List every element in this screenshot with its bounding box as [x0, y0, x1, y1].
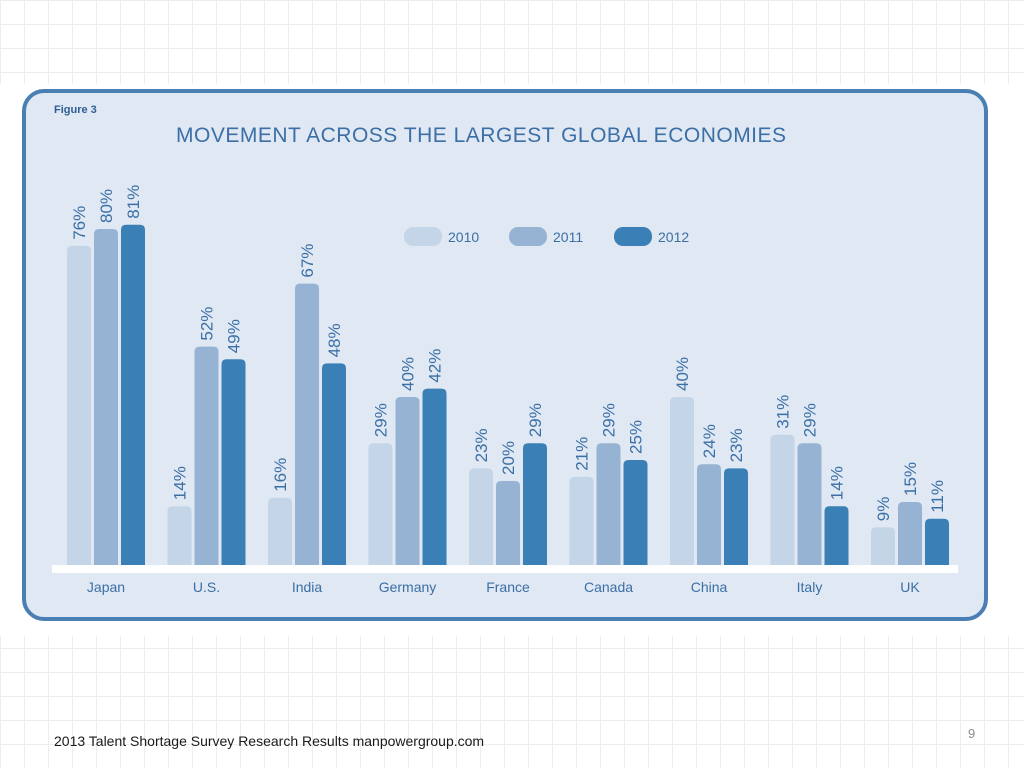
bar-china-2010 — [670, 397, 694, 565]
value-label: 48% — [325, 323, 344, 357]
value-label: 15% — [901, 462, 920, 496]
bars-group — [67, 224, 949, 566]
bar-japan-2011 — [94, 229, 118, 565]
value-label: 80% — [97, 189, 116, 223]
bar-china-2012 — [724, 468, 748, 565]
bar-uk-2012 — [925, 518, 949, 565]
bar-japan-2012 — [121, 224, 145, 566]
legend-swatch-2010 — [404, 227, 442, 246]
value-label: 9% — [874, 497, 893, 522]
bar-france-2012 — [523, 443, 547, 565]
value-label: 67% — [298, 244, 317, 278]
value-labels-group: 76% 80% 81% 14% 52% 49% 16% 67% 48% 29% 40% 42% 23% 2… — [70, 185, 947, 521]
bar-india-2011 — [295, 283, 319, 565]
value-label: 29% — [801, 403, 820, 437]
category-label: Germany — [379, 579, 437, 595]
value-label: 16% — [271, 458, 290, 492]
bar-france-2011 — [496, 481, 520, 565]
bar-china-2011 — [697, 464, 721, 565]
value-label: 14% — [171, 466, 190, 500]
legend-label-2010: 2010 — [448, 229, 479, 245]
category-label: Italy — [797, 579, 823, 595]
bar-germany-2012 — [422, 388, 447, 565]
value-label: 23% — [472, 428, 491, 462]
page-number: 9 — [968, 726, 976, 741]
category-label: U.S. — [193, 579, 220, 595]
value-label: 42% — [426, 349, 445, 383]
value-label: 76% — [70, 206, 89, 240]
bar-italy-2012 — [824, 506, 849, 565]
legend-label-2012: 2012 — [658, 229, 689, 245]
bar-germany-2011 — [395, 397, 420, 565]
legend: 2010 2011 2012 — [404, 227, 689, 246]
value-label: 14% — [828, 466, 847, 500]
value-label: 29% — [526, 403, 545, 437]
figure-label: Figure 3 — [54, 104, 97, 116]
bar-india-2010 — [268, 497, 292, 565]
legend-label-2011: 2011 — [553, 229, 583, 245]
baseline-strip — [52, 565, 958, 573]
value-label: 20% — [499, 441, 518, 475]
category-label: India — [292, 579, 323, 595]
value-label: 40% — [399, 357, 418, 391]
value-label: 29% — [372, 403, 391, 437]
bar-us-2011 — [194, 346, 219, 565]
category-label: France — [486, 579, 530, 595]
bar-uk-2011 — [898, 502, 922, 565]
bar-us-2012 — [221, 359, 246, 565]
value-label: 29% — [600, 403, 619, 437]
category-labels-group: Japan U.S. India Germany France Canada China It… — [87, 579, 920, 595]
footer-source: 2013 Talent Shortage Survey Research Res… — [54, 733, 485, 749]
chart-title: MOVEMENT ACROSS THE LARGEST GLOBAL ECONO… — [176, 124, 787, 147]
legend-swatch-2012 — [614, 227, 652, 246]
value-label: 52% — [198, 307, 217, 341]
value-label: 21% — [573, 437, 592, 471]
category-label: Japan — [87, 579, 125, 595]
category-label: UK — [900, 579, 920, 595]
value-label: 81% — [124, 185, 143, 219]
value-label: 40% — [673, 357, 692, 391]
bar-germany-2010 — [368, 443, 393, 565]
bar-italy-2010 — [770, 434, 795, 565]
bar-italy-2011 — [797, 443, 822, 565]
value-label: 24% — [700, 424, 719, 458]
legend-swatch-2011 — [509, 227, 547, 246]
bar-canada-2011 — [596, 443, 621, 565]
bar-france-2010 — [469, 468, 493, 565]
bar-us-2010 — [167, 506, 192, 565]
bar-canada-2010 — [569, 476, 594, 565]
value-label: 23% — [727, 428, 746, 462]
category-label: China — [691, 579, 728, 595]
value-label: 11% — [928, 480, 947, 513]
bar-japan-2010 — [67, 245, 91, 566]
value-label: 31% — [774, 395, 793, 429]
category-label: Canada — [584, 579, 633, 595]
bar-india-2012 — [322, 363, 346, 565]
value-label: 49% — [225, 319, 244, 353]
bar-canada-2012 — [623, 460, 648, 565]
value-label: 25% — [627, 420, 646, 454]
bar-uk-2010 — [871, 527, 895, 565]
